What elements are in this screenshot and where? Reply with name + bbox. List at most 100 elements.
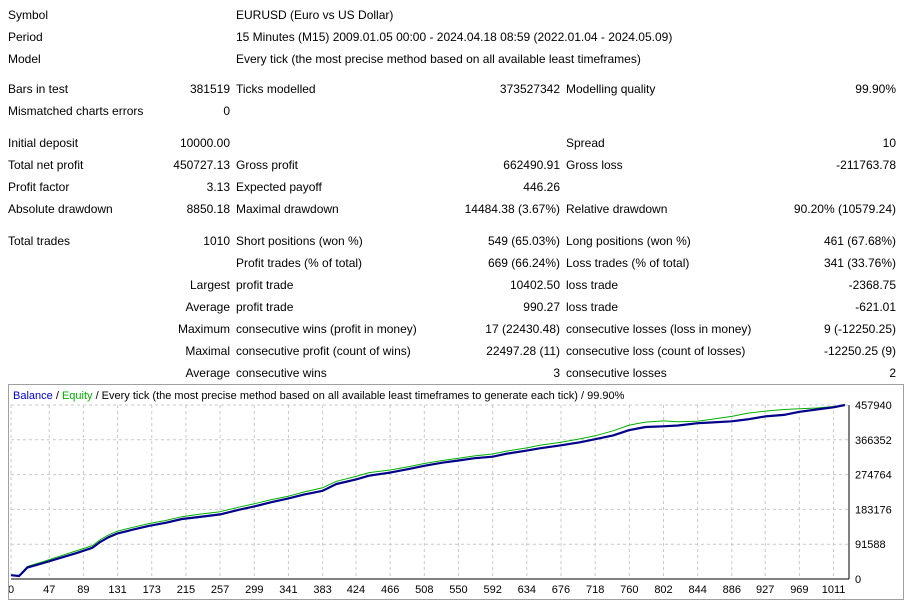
max-consec-wins-label: consecutive wins (profit in money) [236, 322, 417, 336]
total-trades-label: Total trades [8, 234, 71, 248]
legend-separator: / [53, 390, 62, 402]
avg-consec-wins-value: 3 [553, 366, 560, 380]
largest-loss-value: -2368.75 [848, 278, 896, 292]
modelling-quality-label: Modelling quality [566, 82, 656, 96]
x-tick-label: 508 [415, 584, 433, 596]
chart-legend: Balance / Equity / Every tick (the most … [13, 390, 625, 402]
average-loss-value: -621.01 [855, 300, 896, 314]
period-value: 15 Minutes (M15) 2009.01.05 00:00 - 2024… [236, 30, 673, 44]
x-tick-label: 89 [77, 584, 89, 596]
absolute-drawdown-value: 8850.18 [186, 202, 230, 216]
chart-series [10, 403, 846, 578]
average-profit-value: 990.27 [523, 300, 560, 314]
bars-in-test-value: 381519 [189, 82, 230, 96]
relative-drawdown-label: Relative drawdown [566, 202, 668, 216]
largest-profit-label: profit trade [236, 278, 294, 292]
max-consec-losses-value: 9 (-12250.25) [823, 322, 896, 336]
y-tick-label: 0 [855, 574, 861, 586]
y-tick-label: 457940 [855, 400, 892, 412]
ticks-modelled-label: Ticks modelled [236, 82, 316, 96]
long-positions-value: 461 (67.68%) [823, 234, 896, 248]
total-net-profit-value: 450727.13 [173, 158, 230, 172]
avg-consec-wins-label: consecutive wins [236, 366, 327, 380]
model-label: Model [8, 52, 41, 66]
bars-in-test-label: Bars in test [8, 82, 69, 96]
x-tick-label: 592 [483, 584, 501, 596]
x-tick-label: 341 [279, 584, 297, 596]
x-tick-label: 131 [108, 584, 126, 596]
series-line-equity [10, 404, 845, 577]
average2-label: Average [185, 366, 230, 380]
absolute-drawdown-label: Absolute drawdown [8, 202, 113, 216]
modelling-quality-value: 99.90% [855, 82, 896, 96]
chart-axes: 0 91588 183176 274764 366352 457940 0 47 89 131 17… [9, 400, 892, 596]
short-positions-value: 549 (65.03%) [487, 234, 560, 248]
y-tick-label: 183176 [855, 504, 892, 516]
legend-balance: Balance [13, 390, 53, 402]
max-consec-wins-value: 17 (22430.48) [485, 322, 560, 336]
loss-trades-value: 341 (33.76%) [823, 256, 896, 270]
loss-trades-label: Loss trades (% of total) [566, 256, 690, 270]
x-tick-label: 969 [790, 584, 808, 596]
maximal-drawdown-label: Maximal drawdown [236, 202, 339, 216]
max-consec-losses-label: consecutive losses (loss in money) [566, 322, 752, 336]
average-profit-label: profit trade [236, 300, 294, 314]
x-tick-label: 634 [518, 584, 536, 596]
symbol-label: Symbol [8, 8, 49, 22]
period-label: Period [8, 30, 43, 44]
balance-equity-chart: Balance / Equity / Every tick (the most … [8, 384, 904, 600]
long-positions-label: Long positions (won %) [566, 234, 691, 248]
model-value: Every tick (the most precise method base… [236, 52, 641, 66]
legend-description: / Every tick (the most precise method ba… [93, 390, 625, 402]
ticks-modelled-value: 373527342 [499, 82, 560, 96]
profit-factor-value: 3.13 [206, 180, 230, 194]
avg-consec-losses-value: 2 [889, 366, 896, 380]
spread-label: Spread [566, 136, 605, 150]
chart-grid [10, 404, 849, 580]
average-loss-label: loss trade [566, 300, 619, 314]
expected-payoff-label: Expected payoff [236, 180, 322, 194]
series-line-balance [10, 403, 846, 578]
x-tick-label: 802 [654, 584, 672, 596]
x-tick-label: 676 [552, 584, 570, 596]
x-tick-label: 173 [143, 584, 161, 596]
gross-loss-value: -211763.78 [836, 158, 896, 172]
gross-profit-label: Gross profit [236, 158, 299, 172]
x-tick-label: 760 [620, 584, 638, 596]
x-tick-label: 718 [586, 584, 604, 596]
maximal-consec-loss-label: consecutive loss (count of losses) [566, 344, 746, 358]
mismatched-value: 0 [223, 104, 230, 118]
x-tick-label: 215 [177, 584, 195, 596]
x-tick-label: 299 [245, 584, 263, 596]
maximal-consec-profit-label: consecutive profit (count of wins) [236, 344, 411, 358]
profit-factor-label: Profit factor [8, 180, 70, 194]
gross-profit-value: 662490.91 [503, 158, 560, 172]
largest-label: Largest [189, 278, 230, 292]
maximum-label: Maximum [177, 322, 230, 336]
x-tick-label: 844 [688, 584, 706, 596]
x-tick-label: 424 [347, 584, 365, 596]
y-tick-label: 274764 [855, 470, 892, 482]
largest-profit-value: 10402.50 [509, 278, 560, 292]
symbol-value: EURUSD (Euro vs US Dollar) [236, 8, 394, 22]
legend-equity: Equity [62, 390, 93, 402]
maximal-consec-profit-value: 22497.28 (11) [486, 344, 560, 358]
short-positions-label: Short positions (won %) [236, 234, 363, 248]
gross-loss-label: Gross loss [566, 158, 623, 172]
avg-consec-losses-label: consecutive losses [566, 366, 667, 380]
spread-value: 10 [882, 136, 896, 150]
relative-drawdown-value: 90.20% (10579.24) [793, 202, 896, 216]
maximal-drawdown-value: 14484.38 (3.67%) [464, 202, 560, 216]
profit-trades-value: 669 (66.24%) [487, 256, 560, 270]
y-tick-label: 91588 [855, 539, 886, 551]
x-tick-label: 1011 [822, 584, 846, 596]
initial-deposit-label: Initial deposit [8, 136, 79, 150]
largest-loss-label: loss trade [566, 278, 619, 292]
mismatched-label: Mismatched charts errors [8, 104, 144, 118]
profit-trades-label: Profit trades (% of total) [236, 256, 363, 270]
x-tick-label: 0 [9, 584, 14, 596]
chart-svg: Balance / Equity / Every tick (the most … [9, 390, 892, 596]
x-tick-label: 466 [381, 584, 399, 596]
expected-payoff-value: 446.26 [523, 180, 560, 194]
initial-deposit-value: 10000.00 [179, 136, 230, 150]
